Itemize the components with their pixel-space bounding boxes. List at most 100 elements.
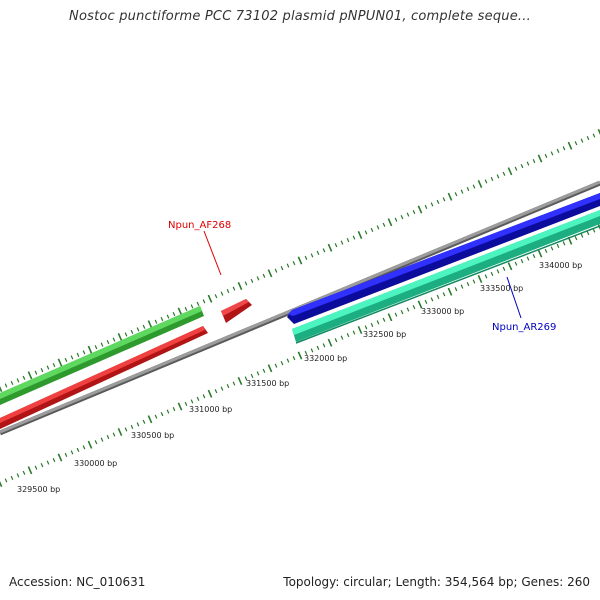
tick-mark <box>460 189 464 194</box>
tick-mark <box>297 351 303 360</box>
tick-mark <box>297 256 303 265</box>
tick-mark <box>52 362 56 368</box>
tick-mark <box>484 274 488 279</box>
tick-mark <box>202 394 206 399</box>
tick-mark <box>537 249 543 258</box>
tick-mark <box>207 294 213 303</box>
tick-mark <box>550 151 554 156</box>
tick-mark <box>514 166 518 171</box>
tick-mark <box>172 311 176 317</box>
tick-mark <box>232 381 236 386</box>
accession-text: Accession: NC_010631 <box>9 575 146 589</box>
tick-mark <box>417 205 423 214</box>
tick-mark <box>262 368 266 373</box>
tick-mark <box>100 342 104 347</box>
tick-mark <box>184 306 188 312</box>
gene-red-feature-left[interactable] <box>0 326 208 429</box>
tick-mark <box>184 401 188 407</box>
tick-mark <box>16 473 20 478</box>
tick-mark <box>267 364 273 373</box>
tick-label: 331500 bp <box>246 379 289 388</box>
tick-mark <box>250 278 254 283</box>
tick-mark <box>477 274 483 284</box>
tick-mark <box>496 269 500 274</box>
tick-mark <box>154 414 158 419</box>
tick-mark <box>586 231 590 236</box>
tick-mark <box>580 233 584 238</box>
tick-mark <box>196 301 200 306</box>
tick-mark <box>87 345 93 354</box>
tick-mark <box>262 273 266 278</box>
tick-mark <box>316 345 320 350</box>
tick-mark <box>430 297 434 302</box>
tick-mark <box>394 312 398 317</box>
tick-mark <box>94 440 98 445</box>
tick-mark <box>27 466 33 475</box>
map-title: Nostoc punctiforme PCC 73102 plasmid pNP… <box>69 9 531 24</box>
gene-npun-ar269-feature[interactable] <box>287 193 600 324</box>
tick-mark <box>376 320 380 325</box>
tick-mark <box>394 217 398 222</box>
tick-mark <box>417 300 423 309</box>
tick-mark <box>40 368 44 373</box>
tick-mark <box>310 253 314 258</box>
tick-mark <box>112 432 116 437</box>
tick-mark <box>117 427 123 437</box>
tick-mark <box>52 457 56 463</box>
tick-mark <box>496 174 500 179</box>
gene-teal-feature[interactable] <box>292 210 600 344</box>
tick-mark <box>87 440 93 449</box>
tick-mark <box>586 136 590 141</box>
gene-label-npun-af268[interactable]: Npun_AF268 <box>168 220 231 231</box>
tick-mark <box>507 167 513 176</box>
tick-mark <box>250 373 254 378</box>
tick-mark <box>106 435 110 440</box>
tick-mark <box>64 357 68 363</box>
tick-mark <box>316 250 320 255</box>
gene-npun-af268-feature[interactable] <box>221 299 252 323</box>
tick-mark <box>597 128 600 136</box>
tick-mark <box>382 222 386 227</box>
tick-mark <box>94 345 98 350</box>
tick-mark <box>507 262 513 271</box>
tick-mark <box>256 276 260 281</box>
tick-label: 334000 bp <box>539 261 582 270</box>
tick-label: 330000 bp <box>74 459 117 468</box>
tick-mark <box>526 161 530 166</box>
gene-green-feature[interactable] <box>0 306 204 405</box>
tick-mark <box>214 389 218 394</box>
tick-mark <box>447 287 453 296</box>
tick-mark <box>304 255 308 261</box>
tick-mark <box>400 310 404 315</box>
tick-mark <box>226 289 230 294</box>
tick-mark <box>4 478 8 483</box>
tick-mark <box>346 238 350 243</box>
tick-mark <box>334 338 338 343</box>
tick-mark <box>442 292 446 297</box>
tick-mark <box>27 371 33 380</box>
tick-mark <box>454 287 458 292</box>
tick-mark <box>237 376 243 386</box>
tick-label: 329500 bp <box>17 485 60 494</box>
tick-mark <box>502 266 506 271</box>
tick-mark <box>112 337 116 342</box>
tick-mark <box>556 243 560 248</box>
tick-mark <box>70 450 74 455</box>
tick-mark <box>177 402 183 411</box>
tick-mark <box>22 375 26 380</box>
tick-mark <box>346 333 350 338</box>
tick-mark <box>147 320 153 329</box>
tick-mark <box>387 313 393 322</box>
tick-mark <box>580 138 584 143</box>
tick-mark <box>82 445 86 450</box>
tick-label: 331000 bp <box>189 405 232 414</box>
tick-mark <box>387 218 393 227</box>
tick-mark <box>334 243 338 248</box>
tick-mark <box>142 324 146 329</box>
tick-mark <box>532 253 536 259</box>
tick-mark <box>544 248 548 254</box>
tick-mark <box>46 460 50 465</box>
tick-mark <box>370 322 374 327</box>
gene-label-npun-ar269[interactable]: Npun_AR269 <box>492 322 556 333</box>
